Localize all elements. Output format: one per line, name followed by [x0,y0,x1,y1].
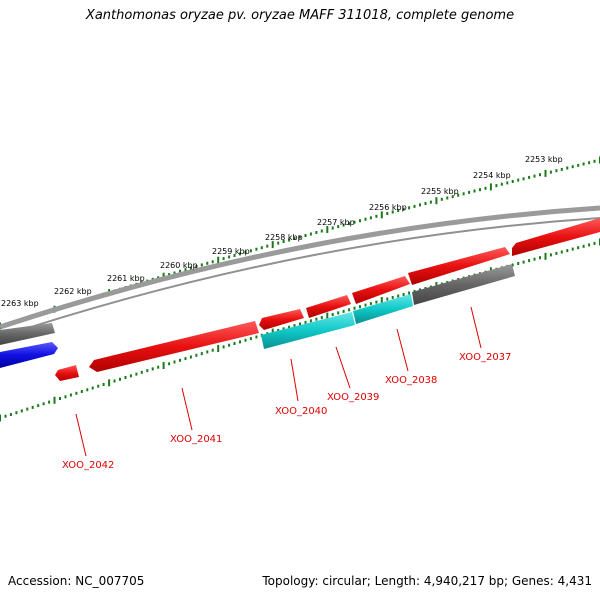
callout-line-xoo-2041 [181,387,193,431]
callout-line-xoo-2042 [75,413,87,457]
genome-backbone-inner [0,217,600,338]
scale-label-2261: 2261 kbp [107,274,145,283]
callout-line-xoo-2037 [470,306,482,349]
gene-upper-red-4[interactable] [306,295,351,318]
scale-label-2257: 2257 kbp [317,218,355,227]
callout-line-xoo-2039 [335,346,351,389]
gene-left-gray[interactable] [0,323,55,345]
scale-label-2255: 2255 kbp [421,187,459,196]
scale-label-2262: 2262 kbp [54,287,92,296]
scale-label-2253: 2253 kbp [525,155,563,164]
genome-summary-text: Topology: circular; Length: 4,940,217 bp… [262,574,592,588]
gene-label-xoo-2040: XOO_2040 [275,406,327,417]
gene-upper-red-5[interactable] [259,309,304,330]
scale-label-2260: 2260 kbp [160,261,198,270]
gene-label-xoo-2038: XOO_2038 [385,375,437,386]
gene-xoo-2040-cyan[interactable] [261,312,355,349]
gene-xoo-2037-gray[interactable] [412,264,515,305]
scale-label-2256: 2256 kbp [369,203,407,212]
map-title: Xanthomonas oryzae pv. oryzae MAFF 31101… [85,8,515,23]
gene-upper-red-3[interactable] [352,276,410,304]
gene-label-xoo-2042: XOO_2042 [62,460,114,471]
scale-label-2263: 2263 kbp [1,299,39,308]
gene-xoo-2038-cyan[interactable] [353,294,413,324]
gene-label-xoo-2039: XOO_2039 [327,392,379,403]
genome-backbone [0,205,600,330]
accession-text: Accession: NC_007705 [8,574,145,588]
callout-line-xoo-2040 [290,358,299,402]
scale-label-2258: 2258 kbp [265,233,303,242]
scale-label-2254: 2254 kbp [473,171,511,180]
gene-left-blue[interactable] [0,342,58,368]
gene-label-xoo-2037: XOO_2037 [459,352,511,363]
gene-xoo-2042[interactable] [55,365,79,381]
outer-scale-ticks [0,156,600,330]
gene-xoo-2041[interactable] [89,321,259,372]
scale-label-2259: 2259 kbp [212,247,250,256]
gene-label-xoo-2041: XOO_2041 [170,434,222,445]
gene-xoo-2036[interactable] [512,218,600,256]
callout-line-xoo-2038 [396,328,409,372]
gene-xoo-2037-upper[interactable] [408,247,510,285]
